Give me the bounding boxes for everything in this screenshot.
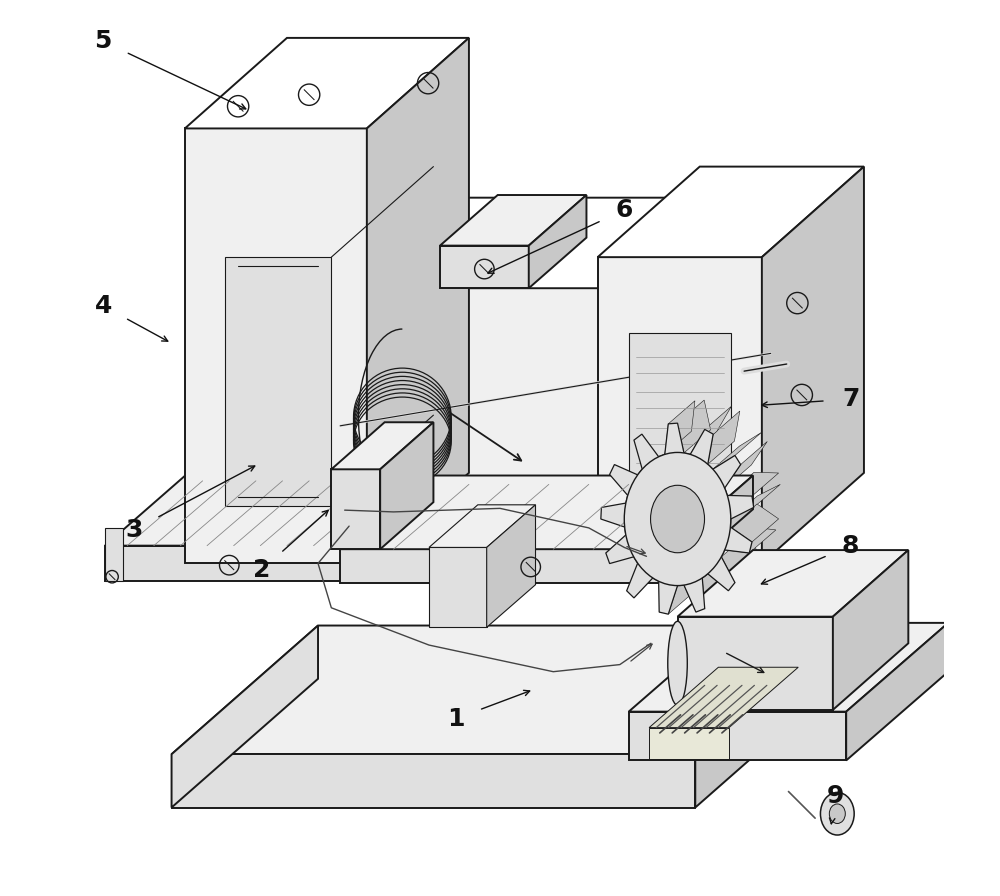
Polygon shape: [731, 485, 780, 519]
Polygon shape: [629, 711, 846, 761]
Polygon shape: [376, 472, 460, 582]
Polygon shape: [105, 546, 376, 582]
Polygon shape: [367, 38, 469, 564]
Ellipse shape: [668, 621, 687, 705]
Text: 4: 4: [95, 294, 112, 318]
Ellipse shape: [624, 452, 731, 586]
Polygon shape: [340, 549, 669, 583]
Text: 6: 6: [616, 198, 633, 222]
Polygon shape: [649, 728, 729, 759]
Polygon shape: [633, 198, 735, 546]
Polygon shape: [185, 38, 469, 128]
Text: 5: 5: [95, 30, 112, 54]
Polygon shape: [331, 470, 380, 549]
Polygon shape: [649, 668, 798, 728]
Polygon shape: [225, 257, 331, 505]
Polygon shape: [762, 167, 864, 564]
Polygon shape: [629, 332, 731, 532]
Text: 7: 7: [842, 387, 859, 411]
Polygon shape: [690, 406, 731, 454]
Polygon shape: [678, 401, 711, 452]
Polygon shape: [601, 423, 754, 614]
Polygon shape: [669, 476, 753, 583]
Text: 8: 8: [842, 534, 859, 557]
Ellipse shape: [820, 792, 854, 835]
Polygon shape: [440, 195, 586, 246]
Text: 2: 2: [253, 557, 271, 582]
Polygon shape: [833, 550, 908, 710]
Polygon shape: [678, 616, 833, 710]
Polygon shape: [349, 289, 633, 546]
Polygon shape: [340, 476, 753, 549]
Ellipse shape: [829, 804, 845, 823]
Polygon shape: [665, 401, 695, 454]
Polygon shape: [487, 504, 536, 627]
Polygon shape: [629, 623, 948, 711]
Polygon shape: [429, 547, 487, 627]
Polygon shape: [598, 167, 864, 257]
Text: 1: 1: [447, 707, 464, 731]
Polygon shape: [702, 555, 731, 608]
Polygon shape: [727, 472, 779, 496]
Ellipse shape: [651, 486, 705, 553]
Polygon shape: [725, 442, 767, 488]
Polygon shape: [846, 623, 948, 761]
Polygon shape: [331, 422, 433, 470]
Polygon shape: [380, 422, 433, 549]
Polygon shape: [684, 562, 723, 612]
Polygon shape: [730, 504, 779, 542]
Polygon shape: [185, 128, 367, 564]
Text: 9: 9: [827, 784, 844, 808]
Polygon shape: [349, 198, 735, 289]
Polygon shape: [713, 433, 762, 470]
Polygon shape: [668, 563, 704, 614]
Polygon shape: [678, 550, 908, 616]
Polygon shape: [440, 246, 529, 289]
Polygon shape: [172, 754, 695, 807]
Polygon shape: [721, 534, 762, 582]
Text: 3: 3: [126, 518, 143, 542]
Polygon shape: [529, 195, 586, 289]
Polygon shape: [598, 257, 762, 564]
Polygon shape: [708, 551, 755, 590]
Polygon shape: [429, 504, 536, 547]
Polygon shape: [105, 528, 123, 582]
Polygon shape: [708, 411, 740, 464]
Polygon shape: [172, 625, 318, 807]
Polygon shape: [695, 625, 842, 807]
Polygon shape: [105, 472, 460, 546]
Polygon shape: [172, 625, 842, 754]
Polygon shape: [725, 527, 776, 553]
